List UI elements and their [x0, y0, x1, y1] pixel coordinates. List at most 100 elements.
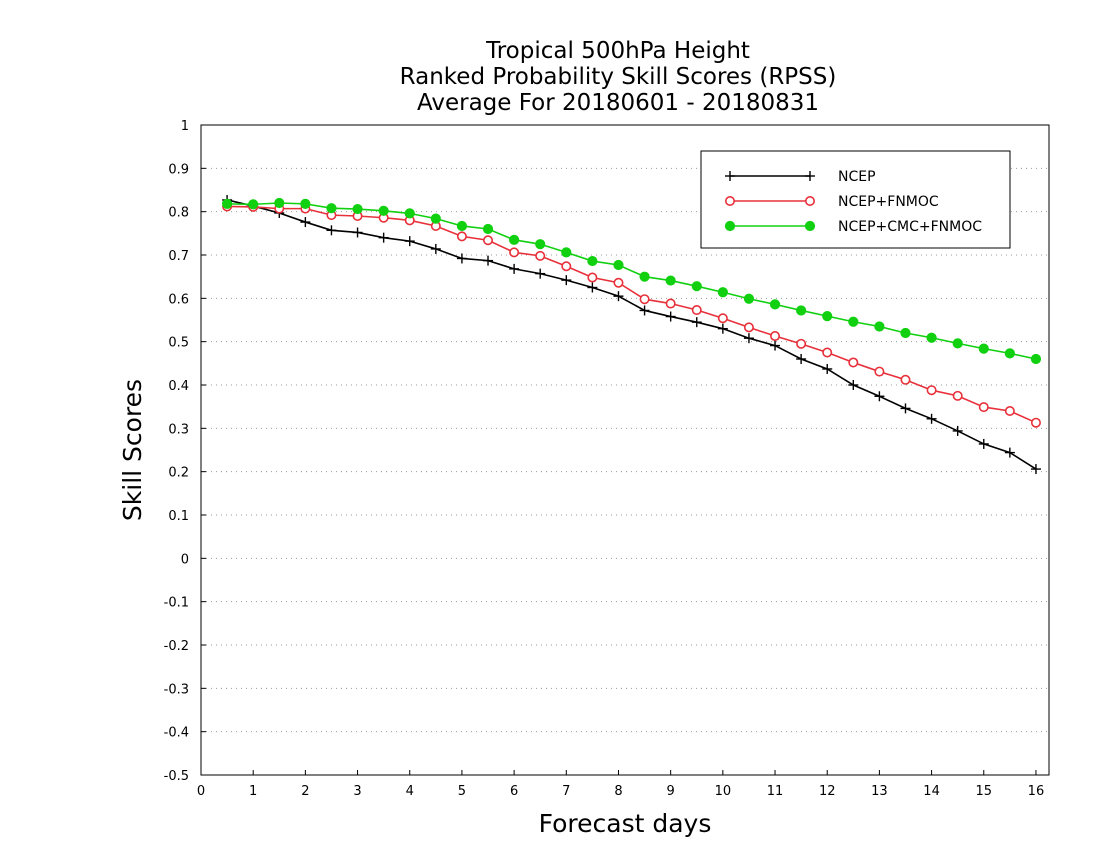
data-point-plus [952, 425, 963, 436]
data-point-filled-circle [1004, 348, 1015, 359]
legend-item: NCEP+FNMOC [724, 194, 939, 210]
data-point-open-circle [796, 338, 807, 349]
data-point-open-circle [874, 366, 885, 377]
data-point-plus [717, 323, 728, 334]
data-point-plus [770, 340, 781, 351]
data-point-filled-circle [326, 203, 337, 214]
x-tick-label: 5 [458, 784, 466, 799]
data-point-plus [352, 227, 363, 238]
data-point-open-circle [665, 298, 676, 309]
data-point-filled-circle [509, 234, 520, 245]
data-point-plus [874, 391, 885, 402]
data-point-filled-circle [482, 223, 494, 235]
data-point-filled-circle [300, 198, 311, 209]
y-tick-label: 0.1 [168, 509, 189, 524]
data-point-filled-circle [352, 203, 363, 215]
x-tick-label: 8 [614, 784, 622, 799]
data-point-plus [587, 282, 598, 293]
data-point-open-circle [587, 272, 598, 283]
y-axis-title: Skill Scores [118, 379, 147, 521]
x-axis-ticks: 0 1 2 3 4 5 6 7 8 9 10 11 12 13 14 15 16 [197, 770, 1044, 799]
data-point-filled-circle [665, 275, 676, 286]
data-point-open-circle [456, 231, 467, 242]
data-point-filled-circle [613, 259, 624, 271]
y-tick-label: 0.6 [168, 292, 189, 307]
legend-item: NCEP+CMC+FNMOC [724, 219, 982, 235]
data-point-plus [300, 217, 311, 228]
data-point-plus [900, 403, 911, 414]
data-point-plus [326, 225, 337, 236]
data-point-open-circle [1004, 405, 1015, 416]
data-point-open-circle [639, 294, 650, 305]
data-point-open-circle [691, 305, 702, 316]
data-point-filled-circle [804, 220, 816, 232]
data-point-open-circle [900, 374, 911, 385]
x-tick-label: 7 [562, 784, 570, 799]
data-point-open-circle [717, 313, 728, 324]
data-point-filled-circle [456, 220, 468, 232]
data-point-open-circle [770, 331, 781, 342]
y-tick-label: -0.3 [164, 682, 189, 697]
data-point-open-circle [535, 250, 546, 261]
x-tick-label: 13 [871, 784, 888, 799]
data-point-plus [1030, 464, 1041, 475]
data-point-plus [665, 311, 676, 322]
data-point-filled-circle [978, 343, 989, 354]
legend-item: NCEP [725, 169, 876, 185]
plot-area-frame [200, 124, 1050, 776]
chart-title-line-3: Average For 20180601 - 20180831 [417, 90, 819, 116]
legend-label: NCEP [838, 169, 876, 185]
y-tick-label: 1 [181, 119, 189, 134]
legend: NCEP NCEP+FNMOC NCEP+CMC+FNMOC [700, 150, 1011, 249]
series-lines [221, 194, 1042, 475]
data-point-plus [691, 317, 702, 328]
data-point-filled-circle [378, 205, 389, 216]
data-point-filled-circle [769, 299, 781, 310]
data-point-filled-circle [717, 287, 728, 298]
data-point-open-circle [1030, 417, 1041, 428]
x-tick-label: 4 [406, 784, 414, 799]
y-tick-label: 0.8 [168, 206, 189, 221]
data-point-plus [796, 354, 807, 364]
y-tick-label: 0.9 [168, 162, 189, 177]
data-point-plus [639, 305, 650, 316]
data-point-open-circle [926, 385, 937, 396]
data-point-filled-circle [743, 293, 755, 304]
y-axis-ticks: -0.5 -0.4 -0.3 -0.2 -0.1 0 0.1 0.2 0.3 0.4 0.5 0.6 0… [164, 119, 206, 784]
x-tick-label: 0 [197, 784, 205, 799]
data-point-filled-circle [1030, 353, 1042, 365]
x-tick-label: 9 [667, 784, 675, 799]
data-point-plus [978, 438, 989, 449]
y-tick-label: 0.5 [168, 336, 189, 351]
y-tick-label: -0.5 [164, 769, 189, 784]
data-point-filled-circle [926, 332, 937, 343]
data-point-open-circle [804, 196, 815, 207]
y-tick-label: -0.2 [164, 639, 189, 654]
data-point-open-circle [561, 261, 572, 272]
x-axis-title: Forecast days [539, 809, 712, 838]
data-point-filled-circle [691, 281, 702, 292]
x-tick-label: 16 [1028, 784, 1045, 799]
data-point-plus [725, 171, 735, 181]
data-point-open-circle [978, 402, 989, 413]
data-point-filled-circle [639, 271, 650, 282]
series-line [226, 199, 1037, 470]
data-point-open-circle [822, 347, 833, 358]
chart-title-line-2: Ranked Probability Skill Scores (RPSS) [400, 64, 837, 90]
x-tick-label: 1 [249, 784, 257, 799]
legend-box [700, 150, 1011, 249]
data-point-plus [1004, 447, 1015, 458]
data-point-open-circle [509, 247, 520, 258]
x-tick-label: 3 [353, 784, 361, 799]
data-point-plus [805, 171, 815, 181]
data-point-plus [430, 243, 441, 254]
y-tick-label: 0.4 [168, 379, 189, 394]
data-point-filled-circle [274, 197, 285, 209]
data-point-plus [613, 291, 624, 302]
y-tick-label: 0.2 [168, 466, 189, 481]
x-tick-label: 6 [510, 784, 518, 799]
data-point-filled-circle [430, 213, 441, 224]
y-tick-label: -0.1 [164, 596, 189, 611]
data-point-filled-circle [796, 305, 807, 316]
chart-title: Tropical 500hPa Height Ranked Probabilit… [400, 38, 837, 116]
